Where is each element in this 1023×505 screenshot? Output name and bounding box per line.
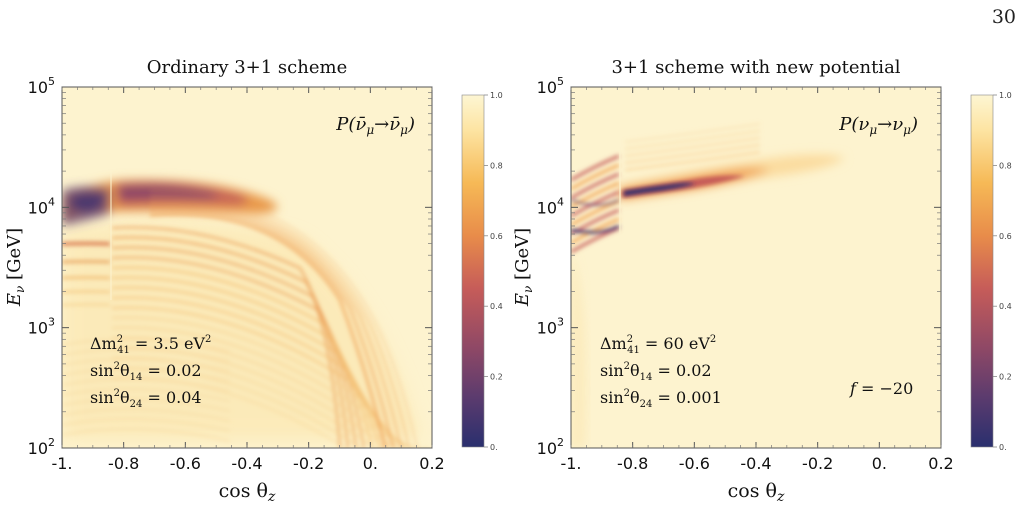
right-colorbar-tick-label: 0.6 bbox=[999, 232, 1012, 241]
right-panel: -1. -0.8 -0.6 -0.4 -0.2 0. 0.2 102 103 104 105 3+1… bbox=[512, 57, 1012, 505]
right-colorbar-ticks: 1.0 0.8 0.6 0.4 0.2 0. bbox=[993, 91, 1012, 452]
left-colorbar-tick-label: 0.6 bbox=[490, 232, 503, 241]
right-param-theta14: sin2θ14 = 0.02 bbox=[600, 361, 712, 383]
right-colorbar-tick-label: 0.4 bbox=[999, 302, 1012, 311]
right-parameters: Δm2 41 = 60 eV2 sin2θ14 = 0.02 sin2θ24 = … bbox=[600, 334, 913, 410]
left-axis-ticks: -1. -0.8 -0.6 -0.4 -0.2 0. 0.2 102 103 104 105 bbox=[28, 75, 445, 473]
left-y-tick-label: 104 bbox=[28, 195, 55, 217]
right-plot-label: P(νμ→νμ) bbox=[838, 114, 918, 137]
right-x-tick-label: -0.8 bbox=[617, 454, 648, 473]
right-x-tick-label: 0. bbox=[872, 454, 887, 473]
right-heatmap-image bbox=[571, 87, 941, 448]
left-colorbar-tick-label: 0. bbox=[490, 443, 498, 452]
right-x-tick-label: -0.4 bbox=[740, 454, 771, 473]
right-y-tick-label: 105 bbox=[537, 75, 564, 97]
right-y-tick-label: 102 bbox=[537, 436, 564, 458]
left-y-axis-label: Eν [GeV] bbox=[4, 228, 27, 307]
left-title: Ordinary 3+1 scheme bbox=[147, 57, 347, 78]
right-y-tick-label: 103 bbox=[537, 316, 564, 338]
left-heatmap-image bbox=[62, 87, 432, 448]
left-param-theta24: sin2θ24 = 0.04 bbox=[90, 388, 202, 410]
left-x-tick-label: 0. bbox=[363, 454, 378, 473]
right-y-axis-label: Eν [GeV] bbox=[512, 228, 535, 307]
right-param-theta24: sin2θ24 = 0.001 bbox=[600, 388, 722, 410]
right-axis-ticks: -1. -0.8 -0.6 -0.4 -0.2 0. 0.2 102 103 104 105 bbox=[537, 75, 954, 473]
right-x-tick-label: -0.6 bbox=[679, 454, 710, 473]
left-colorbar-ticks: 1.0 0.8 0.6 0.4 0.2 0. bbox=[484, 91, 503, 452]
right-x-axis-label: cos θz bbox=[728, 480, 785, 505]
right-colorbar bbox=[970, 94, 994, 448]
left-colorbar bbox=[461, 94, 485, 448]
right-param-dm41: Δm2 41 = 60 eV2 bbox=[600, 334, 716, 356]
left-param-theta14: sin2θ14 = 0.02 bbox=[90, 361, 202, 383]
left-x-tick-label: -0.6 bbox=[170, 454, 201, 473]
right-x-tick-label: -0.2 bbox=[802, 454, 833, 473]
left-colorbar-tick-label: 0.8 bbox=[490, 161, 503, 170]
right-y-tick-label: 104 bbox=[537, 195, 564, 217]
left-x-tick-label: -0.2 bbox=[293, 454, 324, 473]
left-y-tick-label: 103 bbox=[28, 316, 55, 338]
left-y-tick-label: 105 bbox=[28, 75, 55, 97]
left-x-tick-label: -0.4 bbox=[231, 454, 262, 473]
left-colorbar-tick-label: 0.2 bbox=[490, 373, 503, 382]
left-colorbar-tick-label: 1.0 bbox=[490, 91, 503, 100]
left-x-tick-label: -0.8 bbox=[108, 454, 139, 473]
left-x-tick-label: -1. bbox=[51, 454, 72, 473]
right-colorbar-tick-label: 1.0 bbox=[999, 91, 1012, 100]
right-x-tick-label: 0.2 bbox=[928, 454, 953, 473]
right-param-f: f = −20 bbox=[849, 379, 913, 398]
page-number: 30 bbox=[991, 6, 1016, 28]
left-plot-label: P(ν̄μ→ν̄μ) bbox=[335, 114, 415, 137]
left-x-tick-label: 0.2 bbox=[419, 454, 444, 473]
left-x-axis-label: cos θz bbox=[219, 480, 276, 505]
left-y-tick-label: 102 bbox=[28, 436, 55, 458]
right-title: 3+1 scheme with new potential bbox=[611, 57, 900, 78]
right-colorbar-tick-label: 0.8 bbox=[999, 161, 1012, 170]
left-parameters: Δm2 41 = 3.5 eV2 sin2θ14 = 0.02 sin2θ24 =… bbox=[90, 334, 211, 410]
left-param-dm41: Δm2 41 = 3.5 eV2 bbox=[90, 334, 211, 356]
left-colorbar-tick-label: 0.4 bbox=[490, 302, 503, 311]
right-x-tick-label: -1. bbox=[560, 454, 581, 473]
right-colorbar-tick-label: 0.2 bbox=[999, 373, 1012, 382]
right-colorbar-tick-label: 0. bbox=[999, 443, 1007, 452]
left-panel: -1. -0.8 -0.6 -0.4 -0.2 0. 0.2 102 103 104 105 Ord… bbox=[4, 57, 503, 505]
